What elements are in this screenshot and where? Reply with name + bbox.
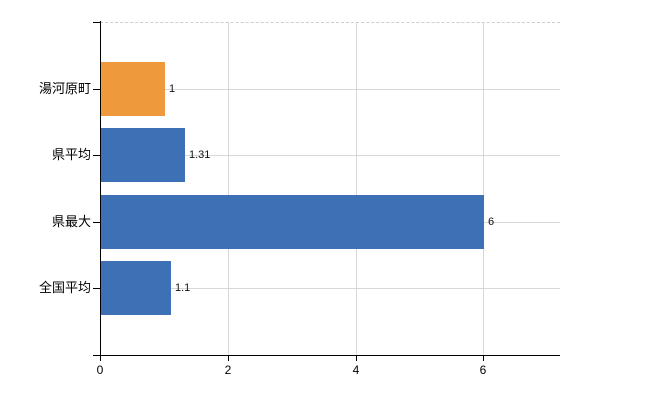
y-axis-tick	[93, 155, 100, 156]
category-label: 県最大	[51, 214, 91, 229]
x-axis-line	[93, 355, 560, 356]
gridline-horizontal	[100, 89, 560, 90]
x-axis-tick-label: 4	[352, 363, 360, 377]
category-label: 湯河原町	[38, 81, 91, 96]
value-label: 1.31	[189, 149, 211, 161]
y-axis-tick	[93, 288, 100, 289]
value-label: 1	[169, 83, 176, 95]
x-axis-tick-label: 6	[479, 363, 487, 377]
x-axis-tick-label: 2	[224, 363, 232, 377]
y-axis-line	[100, 21, 101, 360]
gridline-vertical	[356, 22, 357, 355]
plot-top-border	[100, 22, 560, 23]
x-axis-tick	[228, 355, 229, 361]
x-axis-tick-label: 0	[96, 363, 104, 377]
x-axis-tick	[100, 355, 101, 361]
bar-4	[101, 261, 171, 315]
value-label: 1.1	[175, 282, 191, 294]
y-axis-tick	[93, 89, 100, 90]
category-label: 全国平均	[38, 280, 91, 295]
bar-3	[101, 195, 484, 249]
value-label: 6	[488, 216, 495, 228]
bar-2	[101, 128, 185, 182]
bar-1	[101, 62, 165, 116]
gridline-vertical	[228, 22, 229, 355]
y-axis-tick	[93, 222, 100, 223]
x-axis-tick	[356, 355, 357, 361]
category-label: 県平均	[51, 147, 91, 162]
gridline-horizontal	[100, 288, 560, 289]
gridline-horizontal	[100, 155, 560, 156]
x-axis-tick	[483, 355, 484, 361]
gridline-vertical	[483, 22, 484, 355]
y-axis-tick	[93, 22, 100, 23]
